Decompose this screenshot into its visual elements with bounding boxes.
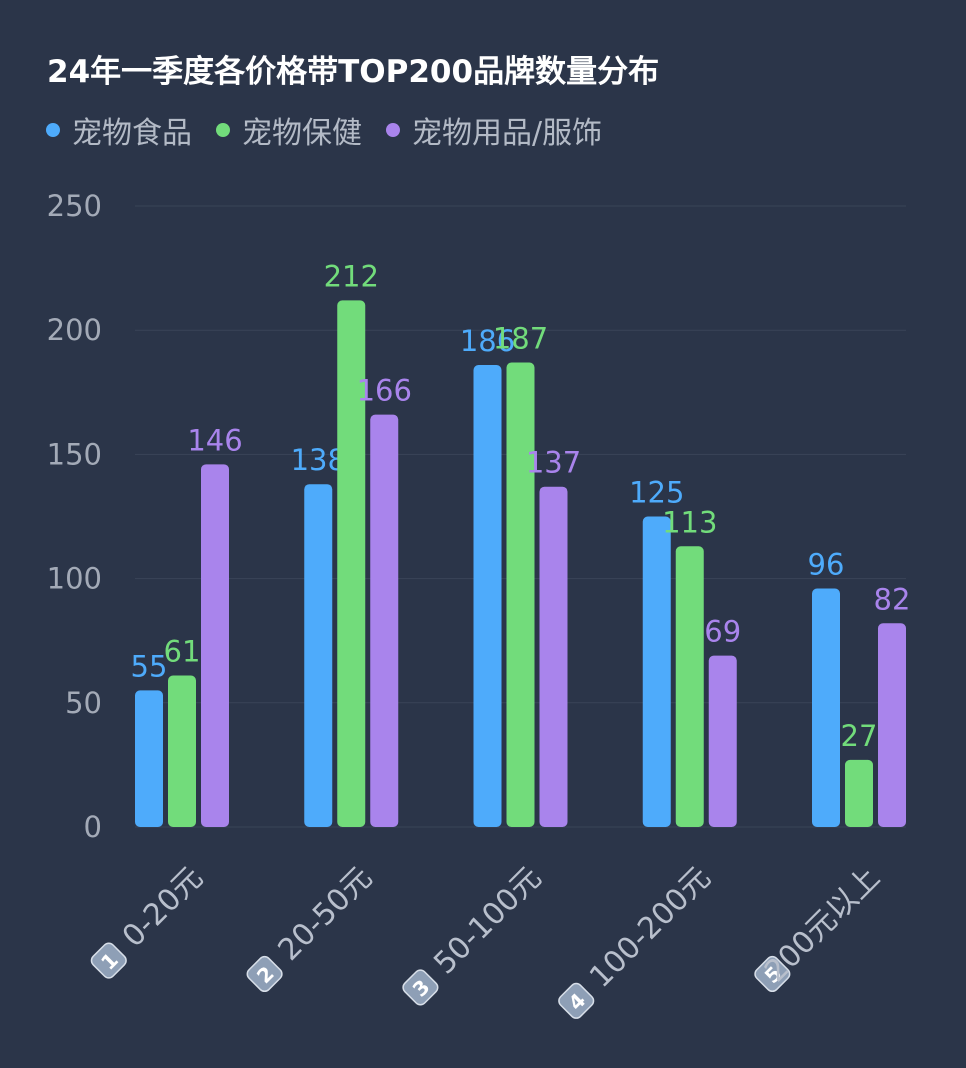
data-label: 166 <box>357 374 412 408</box>
legend-dot-icon <box>216 123 230 137</box>
legend-label: 宠物食品 <box>72 116 192 151</box>
x-tick-text: 20-50元 <box>272 860 380 968</box>
legend-label: 宠物保健 <box>242 116 362 151</box>
legend-dot-icon <box>46 123 60 137</box>
bar <box>168 675 196 827</box>
bar <box>506 362 535 827</box>
number-badge-icon <box>246 955 283 993</box>
bar <box>708 655 737 827</box>
chart-legend: 宠物食品 宠物保健 宠物用品/服饰 <box>46 108 626 152</box>
data-label: 137 <box>526 446 581 480</box>
bar <box>135 690 163 827</box>
data-label: 82 <box>874 582 911 616</box>
legend-item[interactable]: 宠物用品/服饰 <box>386 108 602 152</box>
data-label: 212 <box>324 259 379 293</box>
number-badge-icon <box>402 969 439 1006</box>
data-label: 138 <box>291 443 346 477</box>
y-tick-label: 50 <box>65 686 102 720</box>
chart-title: 24年一季度各价格带TOP200品牌数量分布 <box>47 54 660 90</box>
y-tick-label: 150 <box>47 437 102 471</box>
x-tick-label: 220-50元 <box>246 860 380 993</box>
bar <box>539 486 568 827</box>
number-badge-icon <box>558 982 595 1019</box>
data-label: 69 <box>704 615 741 649</box>
legend-item[interactable]: 宠物保健 <box>216 108 362 152</box>
bar <box>878 623 906 827</box>
legend-dot-icon <box>386 123 400 137</box>
data-label: 146 <box>187 423 242 457</box>
bar <box>642 516 671 827</box>
data-label: 113 <box>662 505 717 539</box>
data-label: 61 <box>164 634 201 668</box>
data-label: 27 <box>841 719 878 753</box>
data-label: 55 <box>131 649 168 683</box>
x-tick-text: 100-200元 <box>583 860 718 995</box>
data-label: 186 <box>460 324 515 358</box>
x-tick-text: 50-100元 <box>427 860 548 981</box>
x-tick-text: 200元以上 <box>758 860 887 989</box>
y-tick-label: 250 <box>47 189 102 223</box>
bar <box>201 464 229 827</box>
bar <box>473 364 502 827</box>
x-tick-text: 0-20元 <box>116 860 210 954</box>
bar <box>845 759 873 827</box>
y-tick-label: 0 <box>84 810 102 844</box>
number-badge-icon <box>90 942 127 979</box>
bar <box>675 546 704 827</box>
y-tick-label: 200 <box>47 313 102 347</box>
data-label: 187 <box>493 321 548 355</box>
data-label: 96 <box>808 548 845 582</box>
legend-label: 宠物用品/服饰 <box>412 116 603 151</box>
number-badge-icon <box>754 955 791 993</box>
bar <box>337 300 366 828</box>
x-tick-label: 10-20元 <box>90 860 210 979</box>
data-label: 125 <box>629 476 684 510</box>
y-tick-label: 100 <box>47 562 102 596</box>
x-tick-label: 350-100元 <box>402 860 548 1006</box>
bar <box>370 414 399 827</box>
bar <box>812 588 840 827</box>
legend-item[interactable]: 宠物食品 <box>46 108 192 152</box>
bar <box>304 484 333 827</box>
